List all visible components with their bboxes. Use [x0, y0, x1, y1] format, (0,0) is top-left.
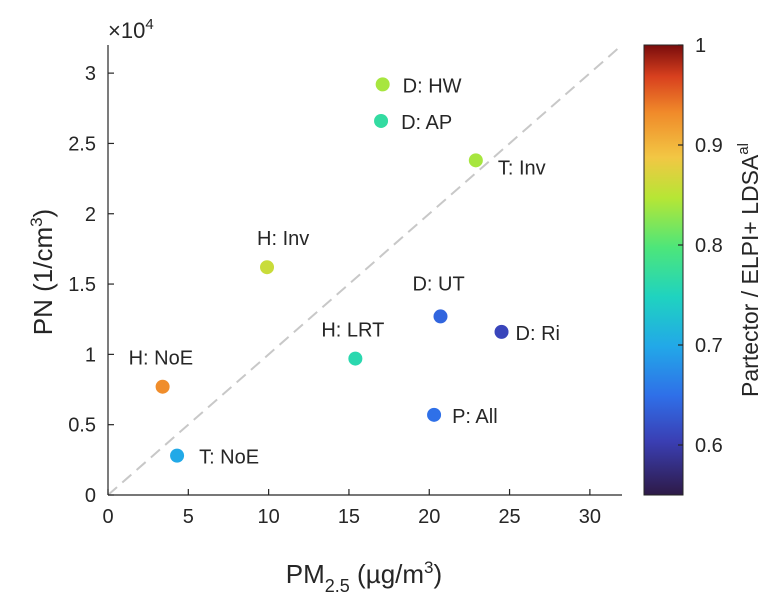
y-exponent-power: 4	[145, 16, 153, 33]
data-point	[468, 153, 483, 168]
y-tick-label: 3	[85, 63, 96, 85]
y-tick-label: 1.5	[68, 274, 96, 296]
x-tick-label: 25	[498, 506, 520, 528]
colorbar-label-sup: al	[735, 143, 752, 155]
reference-line-layer	[107, 44, 623, 496]
x-label-unit: (µg/m	[350, 559, 424, 589]
x-tick-label: 15	[338, 506, 360, 528]
y-tick-label: 2	[85, 204, 96, 226]
data-point	[494, 324, 509, 339]
data-point	[170, 448, 185, 463]
colorbar-label-main: Partector / ELPI+ LDSA	[737, 154, 763, 397]
y-axis-exponent: ×104	[108, 16, 154, 43]
colorbar-ticks: 0.6 0.7 0.8 0.9 1	[678, 35, 723, 457]
data-point-label: D: HW	[403, 75, 462, 97]
data-point	[433, 309, 448, 324]
data-point-label: T: Inv	[498, 157, 546, 179]
data-point-label: D: Ri	[516, 323, 560, 345]
data-point-label: H: Inv	[257, 228, 309, 250]
colorbar-tick-label: 0.9	[695, 135, 723, 157]
x-tick-label: 10	[258, 506, 280, 528]
x-label-unit-close: )	[434, 559, 443, 589]
data-point	[260, 260, 275, 275]
data-point	[374, 113, 389, 128]
colorbar-tick-label: 0.6	[695, 435, 723, 457]
data-point-label: D: AP	[401, 112, 452, 134]
y-exponent-prefix: ×10	[108, 18, 145, 43]
colorbar	[643, 44, 684, 496]
y-label-main: PN (1/cm	[28, 227, 58, 335]
x-tick-label: 0	[102, 506, 113, 528]
x-label-sub: 2.5	[325, 576, 350, 596]
y-tick-label: 2.5	[68, 133, 96, 155]
colorbar-tick-label: 0.8	[695, 235, 723, 257]
x-tick-label: 30	[579, 506, 601, 528]
data-point-label: T: NoE	[199, 447, 259, 469]
data-point	[155, 379, 170, 394]
reference-diagonal-line	[107, 44, 623, 496]
y-label-sup: 3	[27, 217, 46, 226]
x-tick-label: 5	[183, 506, 194, 528]
y-tick-label: 0	[85, 485, 96, 507]
data-point	[348, 351, 363, 366]
y-axis-label: PN (1/cm3)	[27, 209, 58, 335]
colorbar-label: Partector / ELPI+ LDSAal	[735, 143, 763, 397]
colorbar-tick-label: 0.7	[695, 335, 723, 357]
y-label-close: )	[28, 209, 58, 218]
data-point	[427, 407, 442, 422]
y-tick-label: 1	[85, 344, 96, 366]
data-point-label: D: UT	[412, 273, 464, 295]
data-point	[375, 77, 390, 92]
data-point-label: H: LRT	[321, 320, 384, 342]
data-point-label: P: All	[452, 406, 498, 428]
y-tick-label: 0.5	[68, 415, 96, 437]
data-point-label: H: NoE	[129, 348, 193, 370]
x-tick-label: 20	[418, 506, 440, 528]
axes-layer: 0 5 10 15 20 25 30 0 0.5 1 1.5 2 2.5 3	[68, 45, 622, 528]
x-label-unit-sup: 3	[424, 558, 433, 577]
x-axis-label: PM2.5 (µg/m3)	[286, 558, 442, 596]
colorbar-tick-label: 1	[695, 35, 706, 57]
x-label-main: PM	[286, 559, 325, 589]
points-layer: D: HW D: AP T: Inv H: Inv D: UT D: Ri H: LRT H:…	[129, 75, 560, 468]
